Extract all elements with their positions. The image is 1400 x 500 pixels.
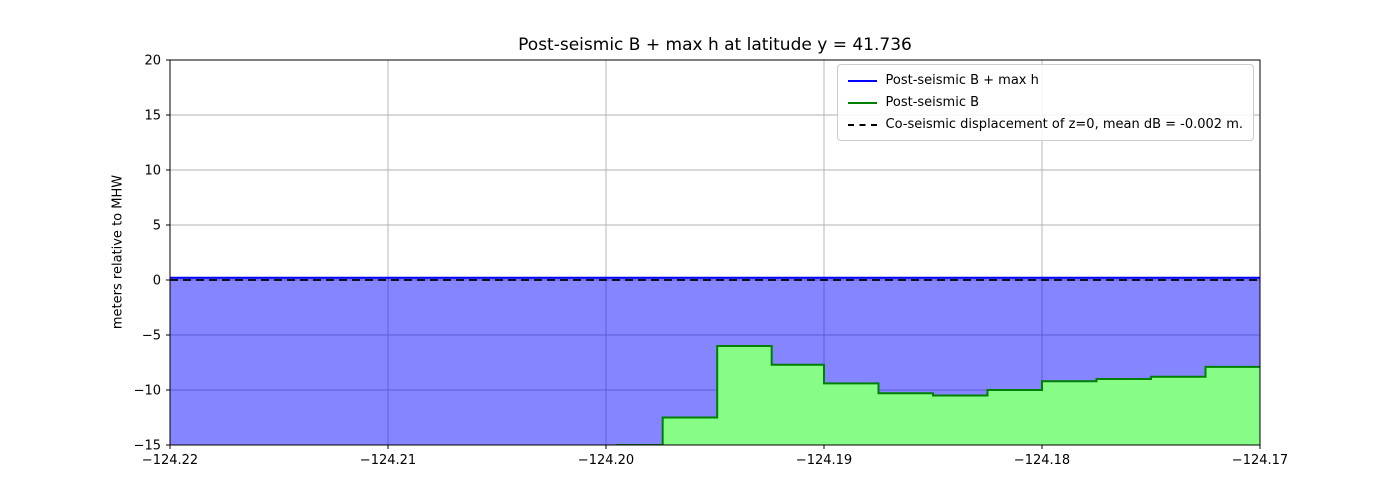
x-tick-label: −124.17 — [1232, 453, 1288, 468]
x-tick-label: −124.22 — [142, 453, 198, 468]
y-axis-label: meters relative to MHW — [110, 174, 126, 330]
legend-entry-label: Post-seismic B + max h — [885, 73, 1039, 88]
y-tick-label: 10 — [144, 164, 161, 179]
chart-title: Post-seismic B + max h at latitude y = 4… — [518, 35, 912, 55]
axes-frame — [169, 59, 1261, 446]
x-tick-label: −124.21 — [360, 453, 416, 468]
x-tick-label: −124.19 — [796, 453, 852, 468]
y-tick-label: −5 — [142, 329, 161, 344]
legend-entry: Post-seismic B + max h — [847, 73, 1244, 88]
legend-entry: Post-seismic B — [847, 95, 1244, 110]
legend-entry-label: Post-seismic B — [885, 95, 980, 110]
y-tick-label: 5 — [153, 219, 161, 234]
legend: Post-seismic B + max h Post-seismic B Co-s… — [836, 64, 1254, 141]
x-tick-label: −124.18 — [1014, 453, 1070, 468]
legend-line-sample — [847, 101, 877, 104]
legend-line-sample — [847, 123, 877, 126]
legend-entry-label: Co-seismic displacement of z=0, mean dB … — [885, 117, 1244, 132]
x-tick-label: −124.20 — [578, 453, 634, 468]
y-tick-label: −15 — [134, 439, 161, 454]
y-tick-label: 20 — [144, 54, 161, 69]
series-bathymetry-line — [615, 345, 1260, 445]
y-tick-label: −10 — [134, 384, 161, 399]
legend-line-sample — [847, 79, 877, 82]
y-tick-label: 15 — [144, 109, 161, 124]
y-tick-label: 0 — [153, 274, 161, 289]
legend-entry: Co-seismic displacement of z=0, mean dB … — [847, 117, 1244, 132]
